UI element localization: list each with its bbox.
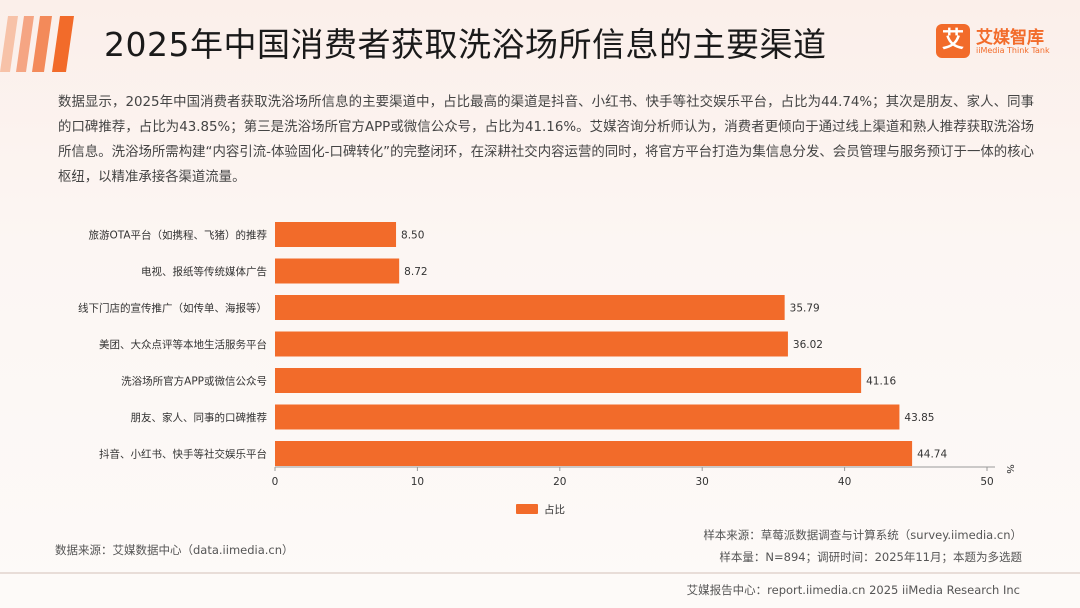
category-label: 旅游OTA平台（如携程、飞猪）的推荐 (88, 229, 267, 242)
category-label: 电视、报纸等传统媒体广告 (141, 265, 267, 278)
logo-mark-icon: 艾 (936, 24, 970, 58)
value-label: 36.02 (793, 339, 823, 351)
summary-paragraph: 数据显示，2025年中国消费者获取洗浴场所信息的主要渠道中，占比最高的渠道是抖音… (58, 95, 1034, 185)
sample-info: 样本来源：草莓派数据调查与计算系统（survey.iimedia.cn） 样本量… (703, 524, 1022, 568)
footer-divider (0, 572, 1080, 574)
x-tick-label: 20 (553, 476, 566, 488)
legend-label: 占比 (544, 503, 565, 516)
bar (275, 404, 900, 430)
bar (275, 441, 913, 466)
footer-text: 艾媒报告中心：report.iimedia.cn 2025 iiMedia Re… (686, 583, 1020, 597)
legend-swatch (516, 504, 538, 514)
x-tick-label: 10 (411, 476, 424, 488)
category-label: 洗浴场所官方APP或微信公众号 (121, 375, 267, 388)
bar-chart: 旅游OTA平台（如携程、飞猪）的推荐 8.50 电视、报纸等传统媒体广告 8.72 线下… (78, 222, 1015, 516)
logo-text-cn: 艾媒智库 (976, 28, 1044, 48)
page-title: 2025年中国消费者获取洗浴场所信息的主要渠道 (104, 25, 827, 64)
category-label: 美团、大众点评等本地生活服务平台 (99, 338, 267, 351)
bar (275, 295, 785, 320)
category-label: 线下门店的宣传推广（如传单、海报等） (78, 302, 267, 315)
brand-logo: 艾 艾媒智库 iiMedia Think Tank (936, 24, 1060, 68)
sample-source: 样本来源：草莓派数据调查与计算系统（survey.iimedia.cn） (703, 528, 1022, 542)
value-label: 8.72 (404, 266, 427, 278)
bar (275, 331, 788, 357)
value-label: 41.16 (866, 376, 896, 388)
x-tick-label: 40 (838, 476, 851, 488)
x-tick-label: 50 (980, 476, 993, 488)
x-tick-label: 0 (272, 476, 279, 488)
data-source: 数据来源：艾媒数据中心（data.iimedia.cn） (55, 543, 294, 557)
bar (275, 258, 400, 284)
value-label: 44.74 (917, 449, 947, 461)
value-label: 8.50 (401, 230, 424, 242)
sample-size: 样本量：N=894；调研时间：2025年11月；本题为多选题 (719, 550, 1022, 564)
value-label: 35.79 (790, 303, 820, 315)
value-label: 43.85 (904, 412, 934, 424)
category-label: 朋友、家人、同事的口碑推荐 (131, 411, 268, 424)
logo-text-en: iiMedia Think Tank (976, 46, 1050, 55)
x-unit-label: % (1004, 464, 1015, 474)
bar (275, 222, 397, 247)
category-label: 抖音、小红书、快手等社交娱乐平台 (99, 448, 267, 461)
decorative-stripes (0, 16, 74, 72)
x-tick-label: 30 (696, 476, 709, 488)
bar (275, 368, 862, 393)
